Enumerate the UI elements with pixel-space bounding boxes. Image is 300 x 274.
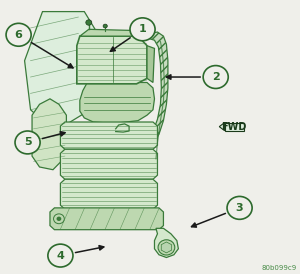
Text: 80b099c9: 80b099c9	[261, 265, 296, 271]
Polygon shape	[147, 32, 168, 148]
Polygon shape	[25, 12, 114, 132]
Polygon shape	[154, 228, 178, 258]
Text: FWD: FWD	[221, 122, 247, 132]
Circle shape	[6, 23, 31, 46]
Text: 4: 4	[56, 251, 64, 261]
Text: 1: 1	[139, 24, 146, 34]
Polygon shape	[219, 122, 225, 131]
Circle shape	[86, 20, 92, 25]
Polygon shape	[80, 29, 147, 38]
Polygon shape	[60, 179, 158, 209]
Circle shape	[15, 131, 40, 154]
Polygon shape	[80, 82, 154, 123]
Polygon shape	[147, 46, 154, 82]
Text: 5: 5	[24, 138, 32, 147]
Circle shape	[48, 244, 73, 267]
Circle shape	[203, 65, 228, 89]
Circle shape	[56, 217, 61, 221]
Circle shape	[103, 24, 107, 28]
Polygon shape	[225, 122, 244, 131]
Text: 3: 3	[236, 203, 243, 213]
Circle shape	[158, 240, 175, 255]
Polygon shape	[77, 36, 147, 84]
Polygon shape	[60, 122, 158, 149]
Text: 2: 2	[212, 72, 220, 82]
Circle shape	[130, 18, 155, 41]
Circle shape	[163, 244, 170, 251]
Polygon shape	[50, 208, 164, 230]
Circle shape	[53, 214, 64, 224]
Polygon shape	[60, 149, 158, 179]
Text: 6: 6	[15, 30, 22, 40]
Polygon shape	[32, 99, 66, 170]
Circle shape	[227, 196, 252, 219]
Polygon shape	[161, 242, 172, 253]
